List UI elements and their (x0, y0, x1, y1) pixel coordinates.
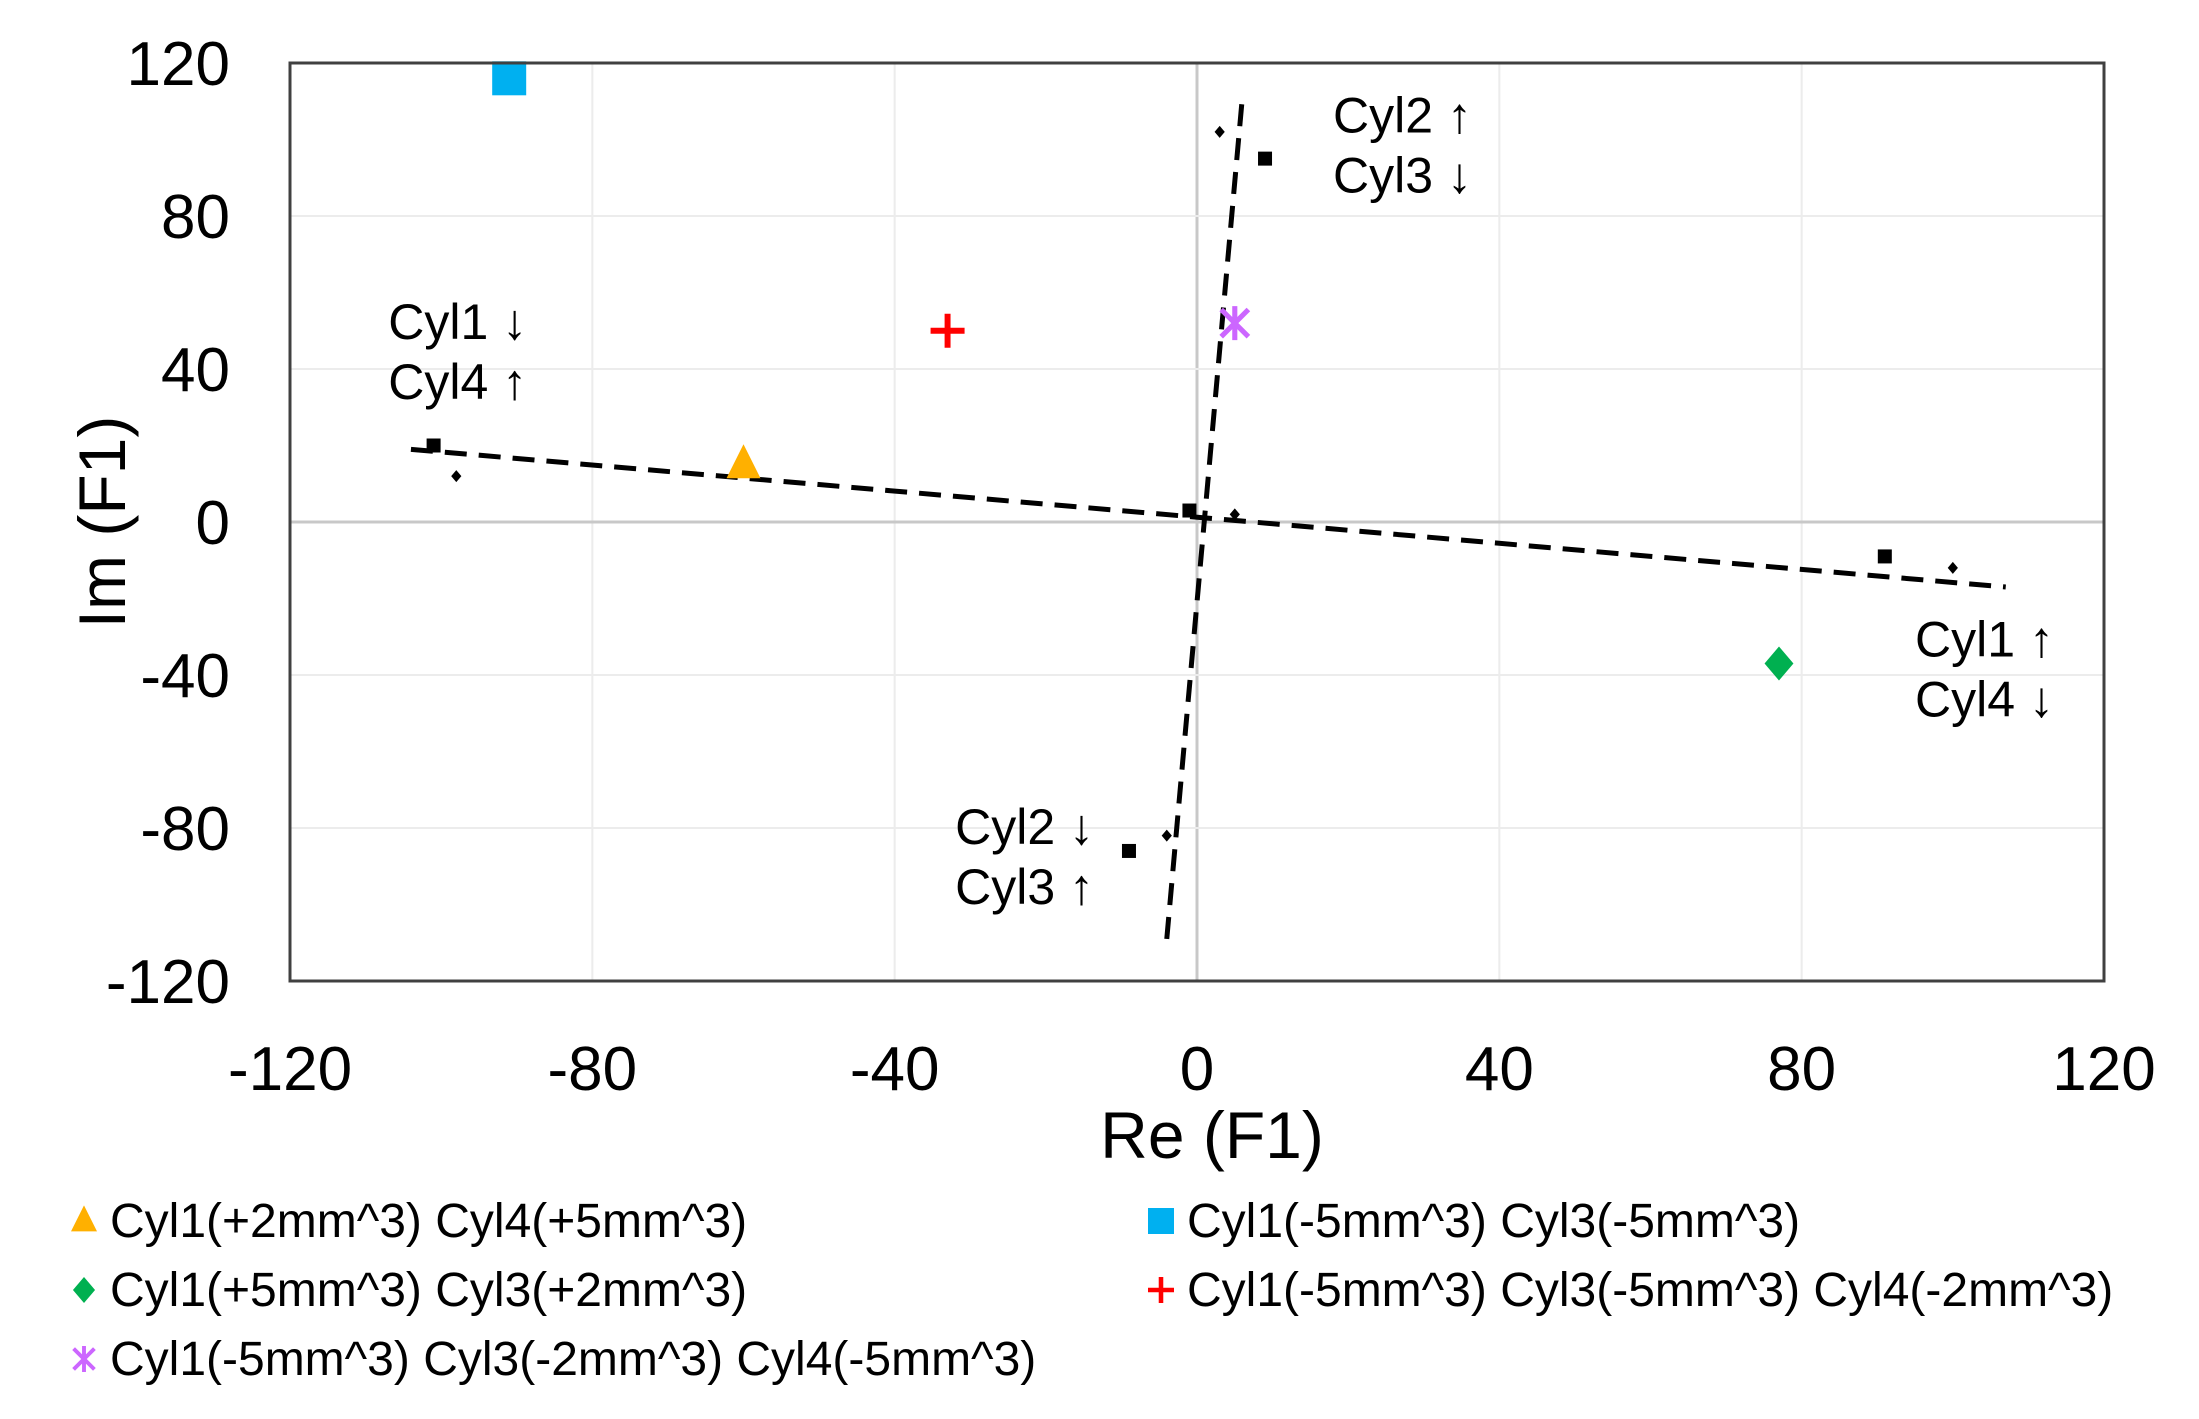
x-tick-label: 120 (2052, 1035, 2155, 1104)
annotation-label: Cyl3 ↓ (1333, 148, 1472, 204)
x-tick-label: 40 (1465, 1035, 1534, 1104)
legend-label: Cyl1(-5mm^3) Cyl3(-5mm^3) Cyl4(-2mm^3) (1187, 1264, 2113, 1317)
data-point-plus (930, 313, 965, 348)
data-marks (426, 61, 1958, 858)
data-point-triangle (726, 444, 761, 479)
legend-label: Cyl1(+2mm^3) Cyl4(+5mm^3) (110, 1195, 747, 1248)
x-tick-label: 80 (1767, 1035, 1836, 1104)
legend-marker-plus (1148, 1277, 1174, 1303)
y-tick-label: -120 (106, 948, 230, 1017)
annotation-label: Cyl1 ↑ (1915, 612, 2054, 668)
y-tick-labels: 120 80 40 0 -40 -80 -120 (106, 30, 230, 1017)
trendlines (410, 97, 2006, 940)
legend-item: Cyl1(+5mm^3) Cyl3(+2mm^3) (72, 1264, 747, 1317)
y-tick-label: 0 (196, 489, 230, 558)
x-tick-label: -120 (228, 1035, 352, 1104)
legend-marker-triangle (71, 1205, 97, 1232)
annotation-label: Cyl3 ↑ (955, 859, 1094, 915)
legend-label: Cyl1(+5mm^3) Cyl3(+2mm^3) (110, 1264, 747, 1317)
reference-square-point (426, 438, 441, 453)
x-axis-title: Re (F1) (1100, 1098, 1324, 1172)
cyl2-cyl3-trend (1164, 97, 1245, 940)
legend-marker-star (72, 1346, 96, 1372)
reference-square-point (1258, 151, 1273, 166)
plot-frame (288, 61, 2106, 983)
x-tick-label: -40 (850, 1035, 940, 1104)
legend-marker-square (1148, 1208, 1174, 1234)
annotations: Cyl2 ↑Cyl3 ↓ Cyl1 ↓Cyl4 ↑ Cyl1 ↑Cyl4 ↓ Cyl2… (388, 88, 2054, 915)
legend-item: Cyl1(-5mm^3) Cyl3(-5mm^3) (1148, 1195, 1800, 1248)
legend-marker-diamond (72, 1277, 96, 1303)
x-tick-label: 0 (1180, 1035, 1214, 1104)
x-tick-label: -80 (548, 1035, 638, 1104)
reference-diamond-point (1161, 829, 1172, 842)
reference-diamond-point (1947, 561, 1958, 574)
y-tick-label: 80 (161, 183, 230, 252)
legend-label: Cyl1(-5mm^3) Cyl3(-5mm^3) (1187, 1195, 1800, 1248)
y-axis-title: Im (F1) (65, 416, 139, 629)
legend-item: Cyl1(-5mm^3) Cyl3(-5mm^3) Cyl4(-2mm^3) (1148, 1264, 2113, 1317)
reference-diamond-point (451, 470, 462, 483)
reference-square-point (1121, 843, 1136, 858)
y-tick-label: 120 (127, 30, 230, 99)
data-point-star (1219, 306, 1251, 341)
data-point-diamond (1764, 646, 1794, 681)
annotation-label: Cyl4 ↑ (388, 354, 527, 410)
annotation-label: Cyl2 ↓ (955, 799, 1094, 855)
y-tick-label: -40 (140, 642, 230, 711)
y-tick-label: -80 (140, 795, 230, 864)
legend: Cyl1(+2mm^3) Cyl4(+5mm^3) Cyl1(-5mm^3) Cy… (71, 1195, 2113, 1386)
annotation-label: Cyl4 ↓ (1915, 672, 2054, 728)
cyl1-cyl4-trend (410, 446, 2006, 590)
legend-label: Cyl1(-5mm^3) Cyl3(-2mm^3) Cyl4(-5mm^3) (110, 1333, 1036, 1386)
x-tick-labels: -120 -80 -40 0 40 80 120 (228, 1035, 2156, 1104)
reference-diamond-point (1214, 125, 1225, 138)
annotation-label: Cyl1 ↓ (388, 294, 527, 350)
legend-item: Cyl1(-5mm^3) Cyl3(-2mm^3) Cyl4(-5mm^3) (72, 1333, 1036, 1386)
reference-square-point (1182, 503, 1197, 518)
legend-item: Cyl1(+2mm^3) Cyl4(+5mm^3) (71, 1195, 747, 1248)
reference-diamond-point (1229, 508, 1240, 521)
reference-square-point (1877, 549, 1892, 564)
y-tick-label: 40 (161, 336, 230, 405)
data-point-square (492, 61, 527, 96)
annotation-label: Cyl2 ↑ (1333, 88, 1472, 144)
grid (289, 62, 2105, 982)
